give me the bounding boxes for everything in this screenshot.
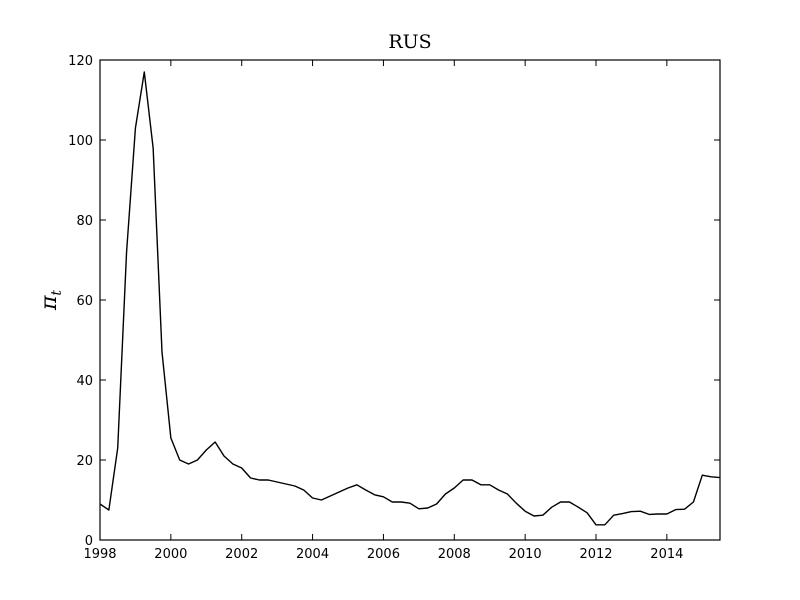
x-tick-label: 2008 bbox=[438, 547, 471, 562]
series-layer bbox=[99, 71, 721, 526]
y-tick-label: 80 bbox=[76, 214, 93, 229]
plot-area-frame bbox=[99, 59, 721, 541]
y-tick-label: 40 bbox=[76, 374, 93, 389]
y-tick-label: 0 bbox=[85, 534, 93, 549]
x-tick-label: 2004 bbox=[296, 547, 329, 562]
y-axis-label-symbol: π bbox=[37, 295, 62, 311]
y-axis-label-subscript: t bbox=[49, 290, 65, 296]
y-tick-label: 20 bbox=[76, 454, 93, 469]
y-axis-label: πt bbox=[37, 290, 65, 311]
inflation-series-line bbox=[99, 71, 721, 526]
x-tick-label: 2006 bbox=[367, 547, 400, 562]
x-tick-label: 2000 bbox=[154, 547, 187, 562]
x-tick-label: 1998 bbox=[83, 547, 116, 562]
y-tick-label: 60 bbox=[76, 294, 93, 309]
x-tick-label: 2014 bbox=[650, 547, 683, 562]
y-tick-label: 120 bbox=[68, 54, 93, 69]
x-tick-label: 2002 bbox=[225, 547, 258, 562]
axis-ticks: 1998 2000 2002 2004 2006 2008 2010 2012 2014 0 20 4… bbox=[68, 54, 720, 562]
y-tick-label: 100 bbox=[68, 134, 93, 149]
x-tick-label: 2010 bbox=[509, 547, 542, 562]
chart-title: RUS bbox=[388, 31, 431, 53]
x-tick-label: 2012 bbox=[579, 547, 612, 562]
